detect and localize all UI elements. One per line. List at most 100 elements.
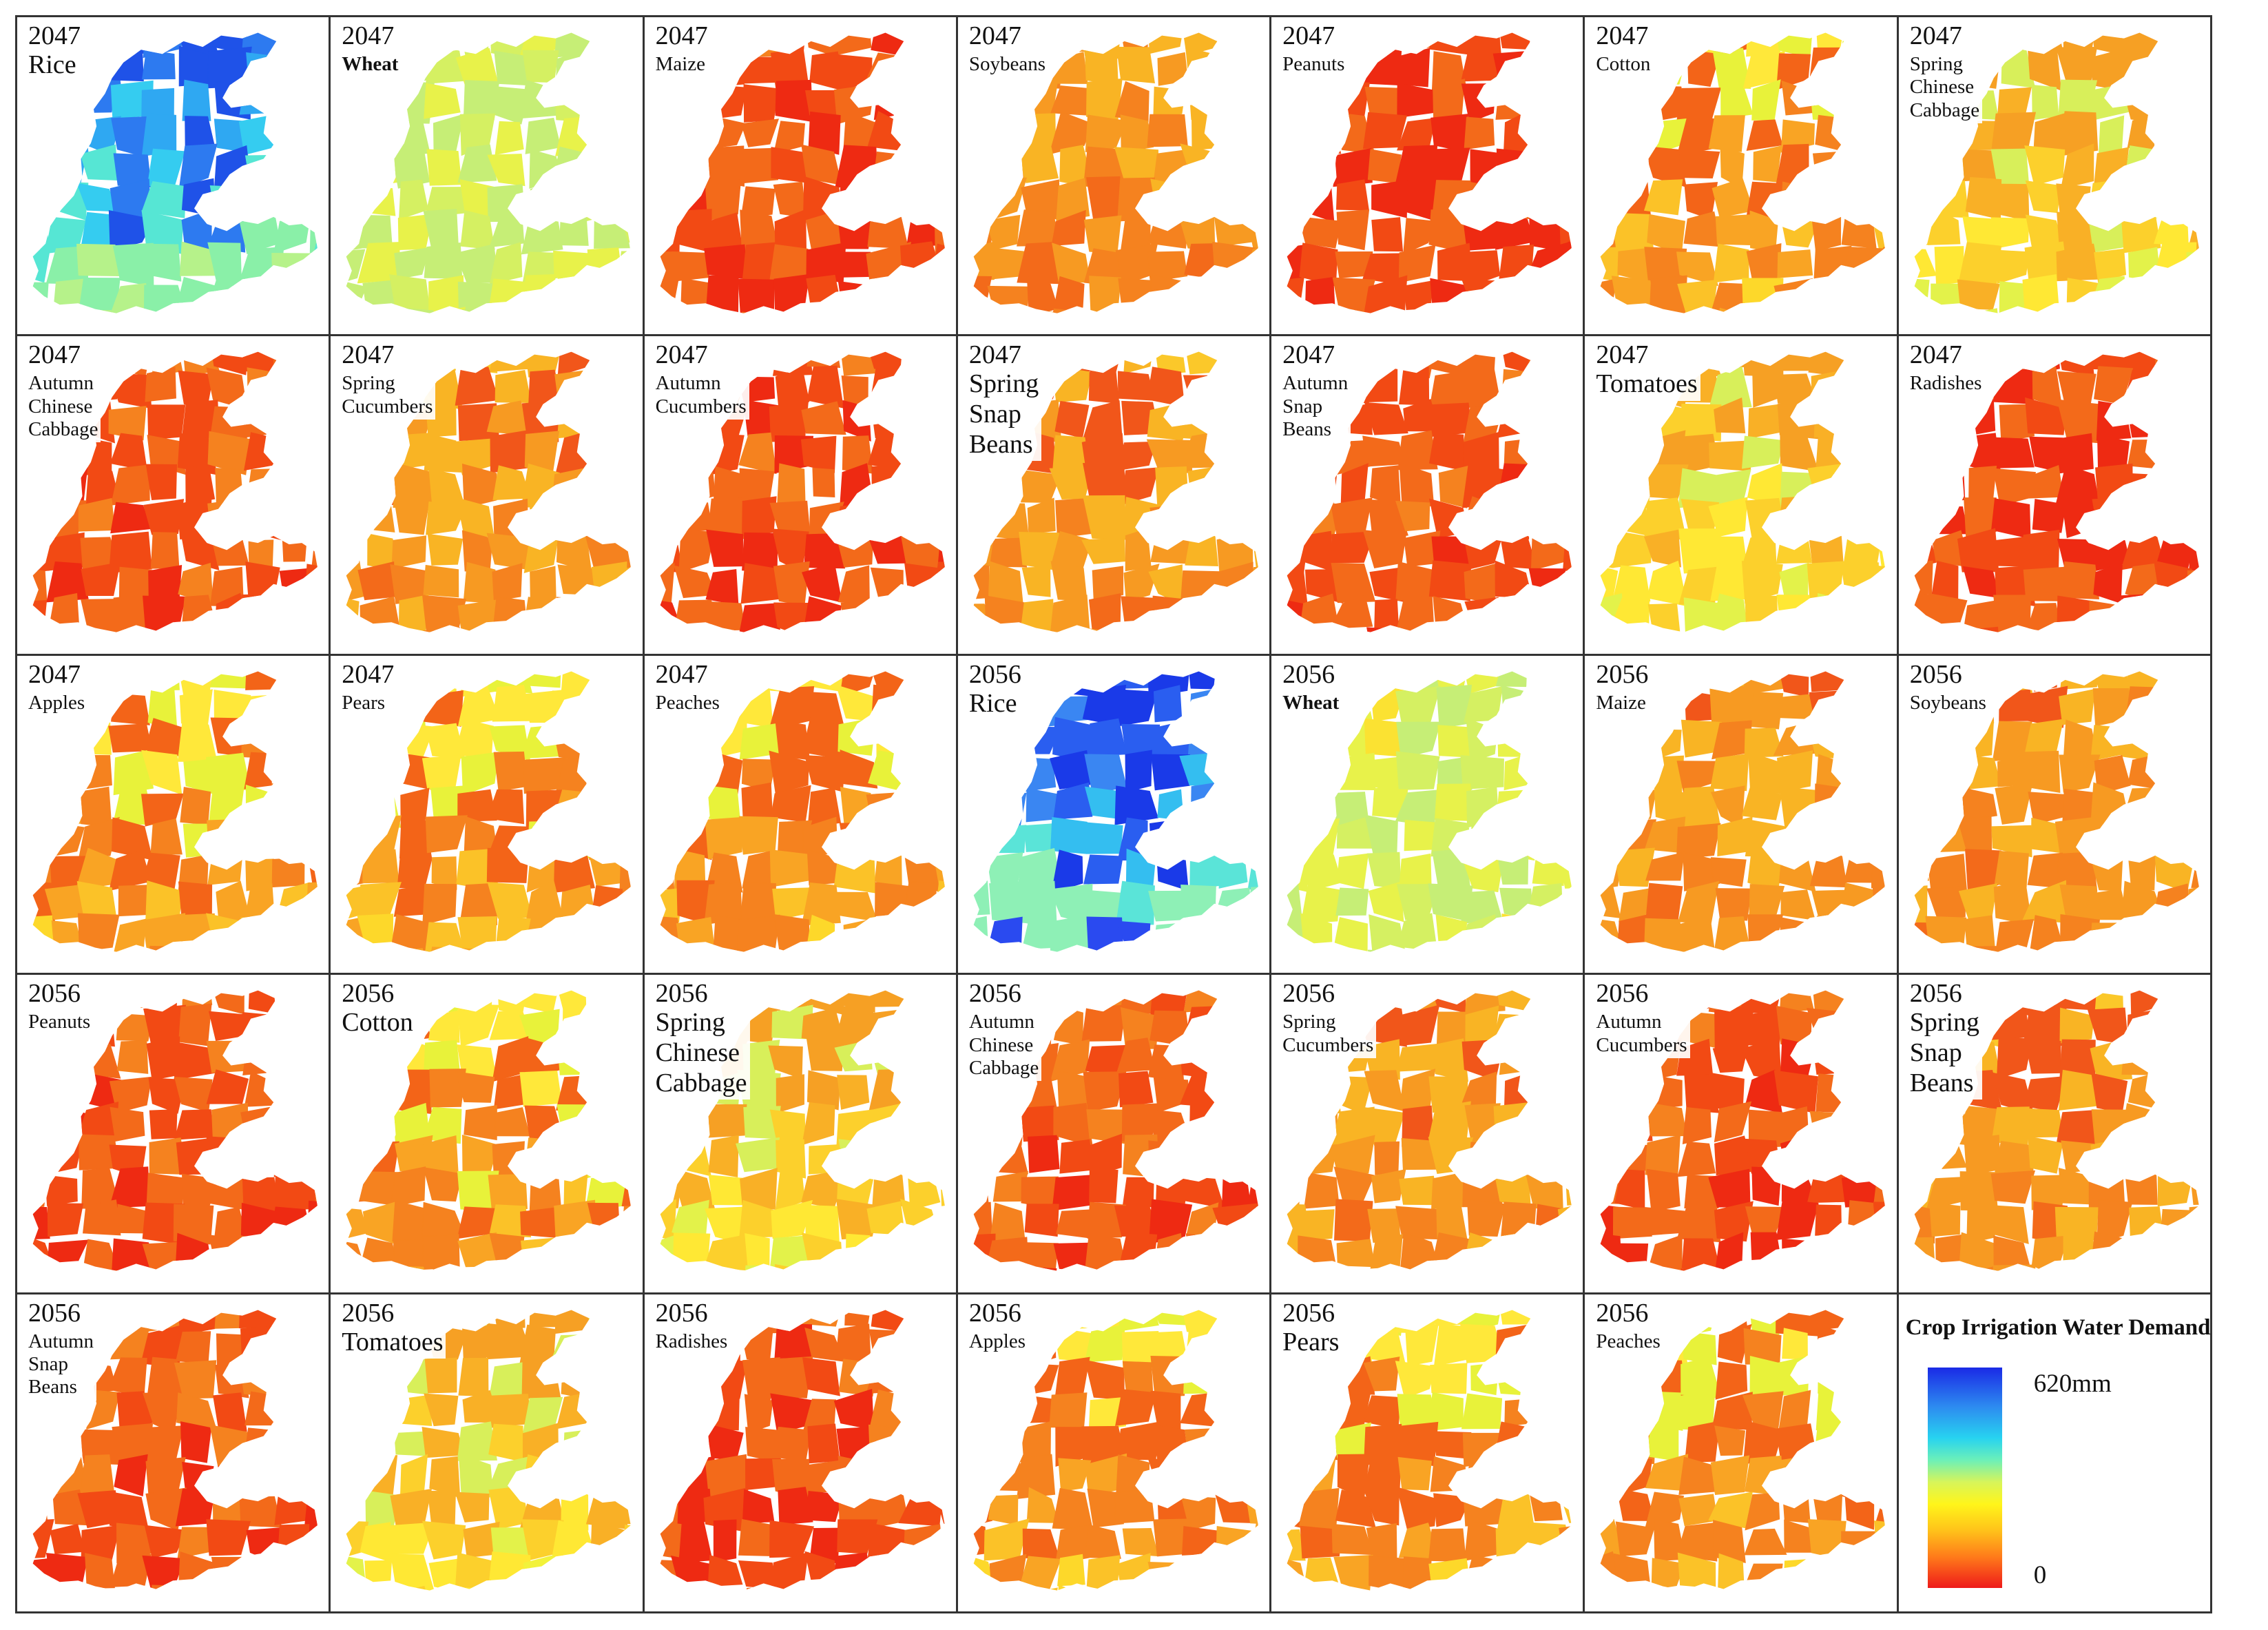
- county-unit: [1810, 1111, 1853, 1140]
- county-unit: [2126, 816, 2158, 854]
- county-unit: [2124, 946, 2163, 952]
- panel-crop-label: Autumn Cucumbers: [1596, 1011, 1690, 1058]
- county-unit: [1116, 46, 1155, 84]
- county-unit: [738, 351, 780, 376]
- county-unit: [1151, 1109, 1193, 1148]
- county-unit: [1084, 1323, 1125, 1363]
- county-unit: [1189, 689, 1214, 723]
- county-unit: [1287, 1106, 1311, 1144]
- county-unit: [357, 430, 396, 468]
- county-unit: [626, 1037, 632, 1081]
- county-unit: [618, 309, 632, 313]
- county-unit: [1877, 307, 1886, 313]
- county-unit: [586, 435, 627, 472]
- county-unit: [2059, 754, 2101, 793]
- county-unit: [1287, 1072, 1310, 1108]
- county-unit: [1211, 1388, 1251, 1433]
- county-unit: [773, 274, 810, 313]
- county-unit: [1179, 1047, 1223, 1080]
- county-unit: [142, 49, 176, 80]
- county-unit: [771, 1589, 803, 1591]
- county-unit: [1528, 1551, 1572, 1591]
- county-unit: [81, 717, 112, 755]
- county-unit: [1333, 147, 1373, 187]
- county-unit: [392, 690, 426, 730]
- county-unit: [865, 1265, 908, 1271]
- county-unit: [1601, 465, 1614, 504]
- county-unit: [78, 1587, 118, 1591]
- county-unit: [489, 351, 530, 373]
- county-unit: [241, 718, 283, 759]
- map-panel: 2056 Soybeans: [1898, 655, 2212, 976]
- county-unit: [1495, 1556, 1534, 1589]
- county-unit: [213, 1392, 247, 1432]
- county-unit: [110, 1593, 147, 1611]
- county-unit: [429, 307, 466, 313]
- county-unit: [43, 1071, 85, 1111]
- county-unit: [1995, 249, 2030, 285]
- county-unit: [1561, 890, 1572, 926]
- map-panel: 2056 Rice: [957, 655, 1272, 976]
- county-unit: [108, 1323, 149, 1360]
- county-unit: [1613, 398, 1656, 438]
- county-unit: [1809, 47, 1849, 87]
- county-unit: [1812, 990, 1852, 1015]
- county-unit: [1180, 1391, 1225, 1427]
- county-unit: [244, 752, 273, 790]
- county-unit: [1914, 627, 1936, 633]
- county-unit: [705, 569, 738, 606]
- county-unit: [457, 1421, 498, 1461]
- county-unit: [1118, 1071, 1154, 1108]
- county-unit: [490, 242, 523, 285]
- county-unit: [271, 857, 305, 887]
- county-unit: [1809, 671, 1850, 692]
- county-unit: [1844, 1390, 1882, 1425]
- county-unit: [1465, 990, 1506, 1014]
- county-unit: [305, 1461, 318, 1498]
- county-unit: [43, 784, 86, 825]
- county-unit: [1777, 750, 1813, 792]
- county-unit: [1532, 1356, 1562, 1400]
- county-unit: [660, 1139, 681, 1175]
- county-unit: [1245, 719, 1258, 759]
- county-unit: [2157, 32, 2188, 50]
- county-unit: [1157, 789, 1184, 821]
- county-unit: [1966, 990, 1997, 1013]
- county-unit: [996, 1101, 1026, 1146]
- county-unit: [2190, 148, 2199, 187]
- county-unit: [1647, 1168, 1681, 1213]
- county-unit: [590, 498, 630, 541]
- county-unit: [239, 81, 282, 115]
- county-unit: [184, 626, 218, 633]
- county-unit: [584, 184, 631, 222]
- county-unit: [777, 1486, 813, 1525]
- county-unit: [1496, 789, 1533, 823]
- county-unit: [1214, 719, 1252, 754]
- county-unit: [1647, 1589, 1681, 1591]
- county-unit: [900, 948, 939, 952]
- county-unit: [110, 464, 150, 506]
- county-unit: [1503, 949, 1534, 952]
- county-unit: [278, 32, 310, 56]
- county-unit: [1845, 1358, 1881, 1397]
- county-unit: [52, 278, 85, 313]
- county-unit: [1813, 1038, 1849, 1075]
- county-unit: [587, 692, 627, 725]
- county-unit: [1652, 1557, 1686, 1590]
- county-unit: [556, 497, 589, 538]
- county-unit: [346, 438, 364, 476]
- county-unit: [933, 783, 945, 827]
- panel-crop-label: Spring Cucumbers: [342, 372, 436, 420]
- county-unit: [554, 1551, 592, 1589]
- county-unit: [1878, 947, 1886, 952]
- county-unit: [1149, 818, 1181, 855]
- county-unit: [1298, 463, 1338, 506]
- county-unit: [1564, 54, 1572, 92]
- county-unit: [984, 84, 1028, 121]
- county-unit: [1365, 351, 1408, 369]
- county-unit: [708, 671, 740, 697]
- county-unit: [910, 113, 933, 147]
- county-unit: [1213, 1239, 1254, 1271]
- county-unit: [1601, 1392, 1621, 1431]
- county-unit: [1612, 473, 1651, 509]
